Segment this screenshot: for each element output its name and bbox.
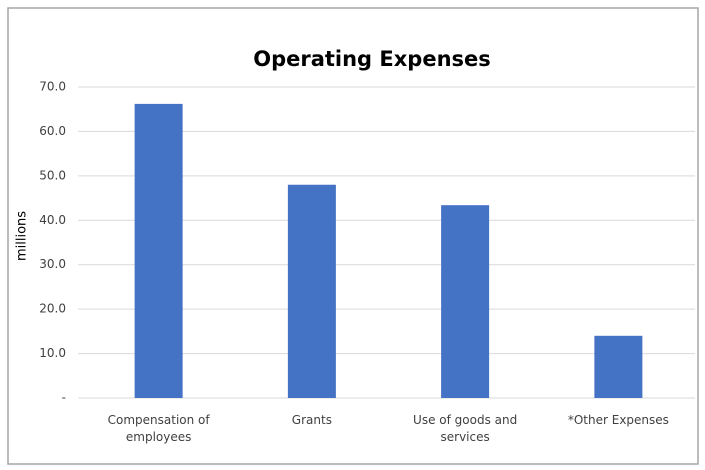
y-tick-label: 50.0 — [39, 168, 66, 182]
bar — [441, 205, 490, 398]
chart-title: Operating Expenses — [253, 47, 491, 71]
y-tick-label: 60.0 — [39, 124, 66, 138]
y-tick-label: 70.0 — [39, 80, 66, 94]
y-tick-label: 40.0 — [39, 213, 66, 227]
y-axis-label: millions — [15, 211, 30, 261]
bar — [287, 184, 336, 398]
x-tick-label: Grants — [291, 413, 332, 427]
x-tick-label: *Other Expenses — [567, 413, 669, 427]
chart-frame — [7, 7, 699, 465]
bar — [134, 103, 183, 398]
y-tick-label: 10.0 — [39, 346, 66, 360]
y-tick-label: 30.0 — [39, 257, 66, 271]
x-tick-label: Use of goods and services — [413, 413, 518, 444]
bar — [594, 335, 643, 398]
x-tick-label: Compensation of employees — [107, 413, 210, 444]
y-tick-label: - — [62, 391, 66, 405]
y-tick-label: 20.0 — [39, 302, 66, 316]
